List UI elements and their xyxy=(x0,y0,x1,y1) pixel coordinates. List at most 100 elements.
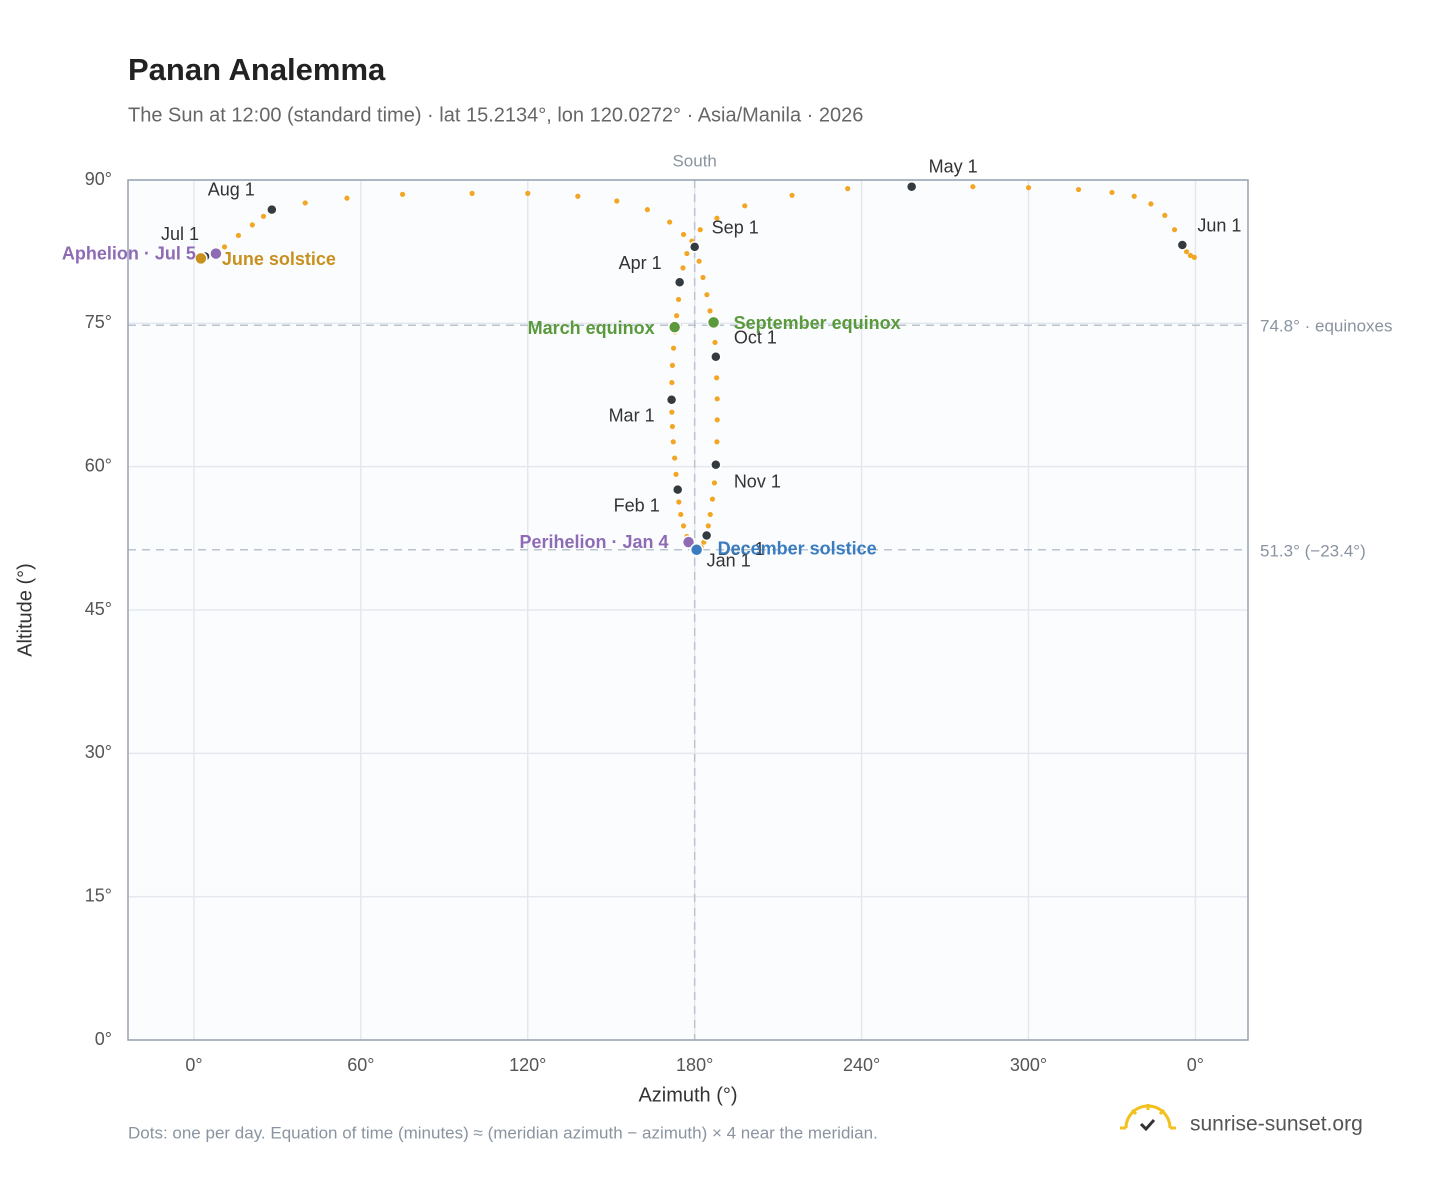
daily-dot xyxy=(1131,193,1137,199)
daily-dot xyxy=(697,227,703,233)
daily-dot xyxy=(669,409,675,415)
marker-label: May 1 xyxy=(929,156,978,176)
marker xyxy=(710,459,722,471)
marker xyxy=(266,203,278,216)
marker xyxy=(700,529,713,542)
y-tick-label: 15° xyxy=(85,885,112,905)
daily-dot xyxy=(1025,185,1032,191)
daily-dot xyxy=(705,523,711,529)
marker-label: December solstice xyxy=(718,539,877,559)
y-tick-label: 90° xyxy=(85,169,112,189)
daily-dot xyxy=(670,439,676,445)
chart-title: Panan Analemma xyxy=(128,52,386,87)
marker-label: Perihelion · Jan 4 xyxy=(520,532,669,552)
y-tick-label: 60° xyxy=(85,455,112,475)
daily-dot xyxy=(1148,201,1154,207)
marker-label: Mar 1 xyxy=(609,406,655,426)
daily-dot xyxy=(680,231,687,238)
daily-dot xyxy=(707,308,713,314)
daily-dot xyxy=(1109,189,1115,196)
daily-dot xyxy=(675,296,682,303)
daily-dot xyxy=(696,258,702,264)
marker-label: Aug 1 xyxy=(208,179,255,199)
marker xyxy=(209,246,223,261)
daily-dot xyxy=(714,375,720,381)
x-axis-label: Azimuth (°) xyxy=(638,1084,737,1106)
marker-label: March equinox xyxy=(528,318,655,338)
daily-dot xyxy=(714,215,720,221)
marker xyxy=(905,180,918,193)
x-tick-label: 300° xyxy=(1010,1055,1047,1075)
daily-dot xyxy=(672,455,678,461)
daily-dot xyxy=(673,471,679,477)
daily-dot xyxy=(1171,227,1178,233)
marker-label: Jul 1 xyxy=(161,224,199,244)
daily-dot xyxy=(742,203,748,209)
marker-label: Feb 1 xyxy=(614,495,660,515)
daily-dot xyxy=(714,417,720,423)
chart-subtitle: The Sun at 12:00 (standard time) · lat 1… xyxy=(128,104,863,126)
daily-dot xyxy=(399,191,406,197)
daily-dot xyxy=(680,265,686,271)
x-tick-label: 0° xyxy=(1187,1055,1204,1075)
marker xyxy=(1176,239,1189,251)
reference-label: 51.3° (−23.4°) xyxy=(1260,541,1366,560)
daily-dot xyxy=(525,190,531,196)
daily-dot xyxy=(1075,186,1082,193)
marker xyxy=(681,535,696,549)
daily-dot xyxy=(260,213,267,219)
marker-label: Jan 1 xyxy=(707,551,751,571)
footnote: Dots: one per day. Equation of time (min… xyxy=(128,1123,878,1142)
x-tick-label: 120° xyxy=(509,1055,546,1075)
daily-dot xyxy=(712,339,718,346)
daily-dot xyxy=(1187,252,1194,259)
daily-dot xyxy=(1191,254,1197,260)
daily-dot xyxy=(707,511,713,518)
daily-dot xyxy=(709,496,716,502)
marker-label: Sep 1 xyxy=(712,218,759,238)
marker-label: Nov 1 xyxy=(734,472,781,492)
daily-dot xyxy=(302,200,308,206)
daily-dot xyxy=(644,207,650,213)
marker-label: Jun 1 xyxy=(1197,216,1241,236)
marker xyxy=(671,483,684,496)
y-tick-label: 0° xyxy=(95,1029,112,1049)
marker xyxy=(710,351,722,363)
daily-dot xyxy=(1183,249,1190,255)
marker-label: Aphelion · Jul 5 xyxy=(62,243,196,263)
y-axis-label: Altitude (°) xyxy=(14,563,36,657)
marker xyxy=(688,241,701,253)
daily-dot xyxy=(789,192,795,198)
daily-dot xyxy=(970,184,976,190)
marker-label: Oct 1 xyxy=(734,328,777,348)
daily-dot xyxy=(249,222,255,228)
x-tick-label: 0° xyxy=(185,1055,202,1075)
brand-logo xyxy=(1120,1104,1176,1132)
marker xyxy=(673,276,686,288)
y-tick-label: 45° xyxy=(85,599,112,619)
marker-label: June solstice xyxy=(222,249,336,269)
marker xyxy=(689,543,704,557)
marker xyxy=(665,394,678,406)
daily-dot xyxy=(680,523,687,529)
marker-label: Apr 1 xyxy=(619,253,662,273)
daily-dot xyxy=(714,396,720,402)
daily-dot xyxy=(684,250,690,257)
daily-dot xyxy=(711,480,718,486)
marker-label: Dec 1 xyxy=(718,539,765,559)
daily-dot xyxy=(700,274,706,281)
brand: sunrise-sunset.org xyxy=(1190,1113,1363,1136)
daily-dot xyxy=(676,499,682,505)
daily-dot xyxy=(667,219,673,225)
daily-dot xyxy=(469,190,475,196)
daily-dot xyxy=(221,244,228,250)
plot-frame xyxy=(127,179,1249,1041)
daily-dot xyxy=(673,313,680,319)
x-tick-label: 240° xyxy=(843,1055,880,1075)
marker xyxy=(194,251,208,266)
daily-dot xyxy=(235,232,242,239)
daily-dot xyxy=(669,423,676,430)
y-tick-label: 30° xyxy=(85,742,112,762)
marker xyxy=(667,320,682,334)
